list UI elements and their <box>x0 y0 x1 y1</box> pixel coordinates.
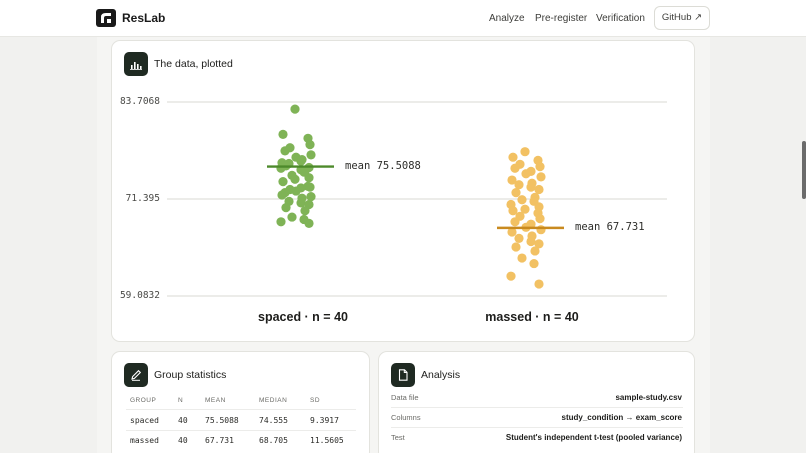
stats-header-n: N <box>178 397 184 404</box>
stats-cell-sd: 9.3917 <box>310 416 339 425</box>
data-point-spaced <box>296 198 306 208</box>
nav-link-pre-register[interactable]: Pre-register <box>535 13 588 24</box>
data-point-massed <box>521 169 531 179</box>
analysis-key-data-file: Data file <box>391 393 419 402</box>
data-point-massed <box>517 195 527 205</box>
data-point-massed <box>520 147 530 157</box>
data-point-spaced <box>304 173 314 183</box>
data-point-spaced <box>304 218 314 228</box>
data-point-spaced <box>281 203 291 213</box>
data-point-spaced <box>291 186 301 196</box>
y-tick-label-top: 83.7068 <box>119 96 160 107</box>
data-point-spaced <box>290 104 300 114</box>
plot-card: The data, plotted 83.7068 71.395 59.0832… <box>111 40 695 342</box>
stats-cell-n: 40 <box>178 416 188 425</box>
data-point-spaced <box>300 206 310 216</box>
stats-cell-group: spaced <box>130 416 159 425</box>
data-point-massed <box>535 214 545 224</box>
data-point-spaced <box>287 212 297 222</box>
stats-cell-median: 68.705 <box>259 436 288 445</box>
analysis-divider <box>391 407 683 408</box>
stats-cell-group: massed <box>130 436 159 445</box>
analysis-key-columns: Columns <box>391 413 421 422</box>
data-point-massed <box>507 227 517 237</box>
stats-header-median: MEDIAN <box>259 397 288 404</box>
stats-divider <box>126 430 356 431</box>
scatter-plot <box>167 101 667 297</box>
stats-cell-median: 74.555 <box>259 416 288 425</box>
stats-header-mean: MEAN <box>205 397 226 404</box>
page-scrollbar-thumb[interactable] <box>802 141 806 199</box>
data-point-massed <box>536 225 546 235</box>
data-point-spaced <box>306 150 316 160</box>
brand-name[interactable]: ResLab <box>122 11 166 25</box>
data-point-massed <box>526 182 536 192</box>
data-point-massed <box>506 271 516 281</box>
data-point-massed <box>511 188 521 198</box>
data-point-massed <box>534 184 544 195</box>
y-tick-label-bottom: 59.0832 <box>119 290 160 301</box>
stats-header-group: GROUP <box>130 397 157 404</box>
data-point-massed <box>507 175 517 185</box>
data-point-massed <box>530 246 540 256</box>
nav-link-verification[interactable]: Verification <box>596 13 645 24</box>
group-label-massed: massed · n = 40 <box>485 310 579 324</box>
bar-chart-icon <box>124 52 148 76</box>
data-point-spaced <box>305 182 315 192</box>
stats-cell-mean: 75.5088 <box>205 416 239 425</box>
data-point-spaced <box>276 217 286 227</box>
analysis-title: Analysis <box>421 369 461 381</box>
data-point-massed <box>529 258 539 269</box>
analysis-value-data-file: sample-study.csv <box>615 393 682 402</box>
data-point-massed <box>517 253 527 263</box>
analysis-card: Analysis Data file sample-study.csv Colu… <box>378 351 695 453</box>
mean-label-massed: mean 67.731 <box>575 220 645 233</box>
data-point-massed <box>511 242 521 252</box>
mean-label-spaced: mean 75.5088 <box>345 159 421 172</box>
data-point-massed <box>526 236 536 247</box>
data-point-massed <box>508 206 518 216</box>
data-point-massed <box>514 180 524 190</box>
data-point-massed <box>534 239 544 249</box>
data-point-massed <box>508 152 518 162</box>
data-point-massed <box>514 233 524 243</box>
data-point-spaced <box>306 191 316 202</box>
group-statistics-title: Group statistics <box>154 369 227 381</box>
data-point-massed <box>534 279 544 289</box>
data-point-massed <box>510 163 520 173</box>
document-icon <box>391 363 415 387</box>
stats-divider <box>126 409 356 410</box>
data-point-spaced <box>278 177 288 187</box>
analysis-divider <box>391 427 683 428</box>
group-label-spaced: spaced · n = 40 <box>258 310 348 324</box>
data-point-spaced <box>290 174 300 184</box>
stats-header-sd: SD <box>310 397 321 404</box>
data-point-massed <box>520 204 530 214</box>
data-point-massed <box>535 162 545 172</box>
data-point-spaced <box>278 129 288 139</box>
github-button[interactable]: GitHub ↗ <box>654 6 710 30</box>
analysis-value-columns: study_condition → exam_score <box>561 413 682 422</box>
data-point-massed <box>510 217 520 227</box>
pencil-icon <box>124 363 148 387</box>
y-tick-label-middle: 71.395 <box>125 193 160 204</box>
analysis-value-test: Student's independent t-test (pooled var… <box>505 433 682 442</box>
stats-cell-n: 40 <box>178 436 188 445</box>
data-point-spaced <box>276 163 286 173</box>
data-point-spaced <box>277 190 287 200</box>
analysis-key-test: Test <box>391 433 405 442</box>
plot-card-title: The data, plotted <box>154 58 233 70</box>
stats-cell-sd: 11.5605 <box>310 436 344 445</box>
data-point-spaced <box>297 154 307 165</box>
data-point-spaced <box>280 146 290 156</box>
data-point-massed <box>536 172 546 182</box>
top-navigation-bar: ResLab Analyze Pre-register Verification… <box>0 0 806 37</box>
stats-cell-mean: 67.731 <box>205 436 234 445</box>
nav-link-analyze[interactable]: Analyze <box>489 13 525 24</box>
group-statistics-card: Group statistics GROUP N MEAN MEDIAN SD … <box>111 351 370 453</box>
reslab-logo-icon[interactable] <box>96 9 116 27</box>
data-point-spaced <box>305 139 315 150</box>
